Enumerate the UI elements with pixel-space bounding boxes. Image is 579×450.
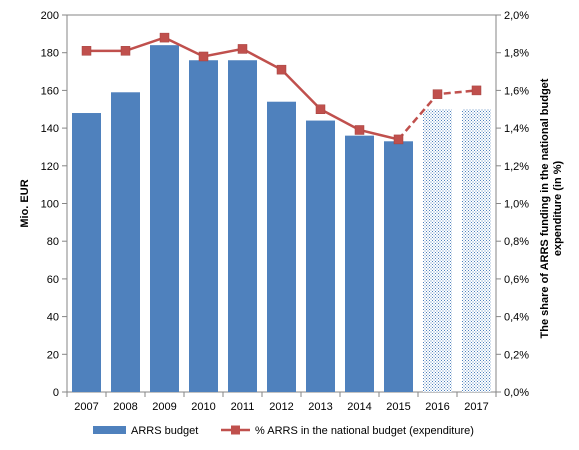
right-axis-title-line: expenditure (in %): [552, 160, 564, 256]
line-marker: [432, 89, 443, 99]
legend-swatch-bar: [93, 426, 126, 434]
left-axis-tick-label: 40: [47, 312, 59, 324]
x-axis-tick-label: 2016: [425, 401, 449, 413]
line-marker: [237, 44, 248, 54]
right-axis-title: The share of ARRS funding in the nationa…: [539, 78, 564, 338]
bar: [345, 135, 374, 392]
legend-label-line: % ARRS in the national budget (expenditu…: [255, 425, 474, 437]
bar: [150, 45, 179, 392]
x-axis-tick-label: 2010: [191, 401, 215, 413]
right-axis-tick-label: 2,0%: [504, 10, 529, 22]
x-axis-tick-label: 2008: [113, 401, 137, 413]
left-axis-tick-label: 140: [41, 123, 59, 135]
bar: [189, 60, 218, 393]
line-marker: [81, 46, 92, 56]
bar-projected: [462, 109, 491, 392]
x-axis-tick-label: 2009: [152, 401, 176, 413]
x-axis-tick-label: 2014: [347, 401, 371, 413]
x-axis-tick-label: 2011: [231, 401, 255, 413]
line-marker: [276, 64, 287, 75]
line-marker: [471, 85, 482, 96]
line-marker: [354, 125, 365, 135]
x-axis-tick-label: 2013: [308, 401, 332, 413]
bar: [228, 60, 257, 393]
x-axis-tick-label: 2012: [269, 401, 293, 413]
bar: [111, 92, 140, 392]
legend-swatch-marker: [231, 425, 240, 435]
bar: [267, 101, 296, 393]
left-axis-tick-label: 180: [41, 48, 59, 60]
right-axis-tick-label: 0,4%: [504, 312, 529, 324]
line-marker: [159, 32, 170, 43]
left-axis-tick-label: 100: [41, 199, 59, 211]
right-axis-tick-label: 0,6%: [504, 274, 529, 286]
right-axis-tick-label: 0,2%: [504, 349, 529, 361]
x-axis-tick-label: 2007: [74, 401, 98, 413]
left-axis-tick-label: 20: [47, 349, 59, 361]
right-axis-tick-label: 0,8%: [504, 236, 529, 248]
right-axis-tick-label: 0,0%: [504, 387, 529, 399]
legend-label-bar: ARRS budget: [131, 425, 198, 437]
right-axis-tick-label: 1,2%: [504, 161, 529, 173]
right-axis-tick-label: 1,8%: [504, 48, 529, 60]
left-axis-tick-label: 200: [41, 10, 59, 22]
line-marker: [315, 104, 326, 114]
left-axis-tick-label: 160: [41, 85, 59, 97]
left-axis-tick-label: 120: [41, 161, 59, 173]
bar-projected: [423, 109, 452, 392]
x-axis-tick-label: 2015: [386, 401, 410, 413]
bar: [384, 141, 413, 392]
left-axis-tick-label: 80: [47, 236, 59, 248]
bar: [306, 120, 335, 392]
x-axis-tick-label: 2017: [464, 401, 488, 413]
right-axis-tick-label: 1,4%: [504, 123, 529, 135]
left-axis-title: Mio. EUR: [19, 179, 31, 227]
line-marker: [120, 46, 131, 56]
bar: [72, 113, 101, 393]
line-marker: [393, 134, 404, 145]
left-axis-tick-label: 0: [53, 387, 59, 399]
right-axis-tick-label: 1,6%: [504, 85, 529, 97]
line-marker: [198, 51, 209, 62]
right-axis-title-line: The share of ARRS funding in the nationa…: [539, 78, 551, 338]
left-axis-tick-label: 60: [47, 274, 59, 286]
right-axis-tick-label: 1,0%: [504, 199, 529, 211]
